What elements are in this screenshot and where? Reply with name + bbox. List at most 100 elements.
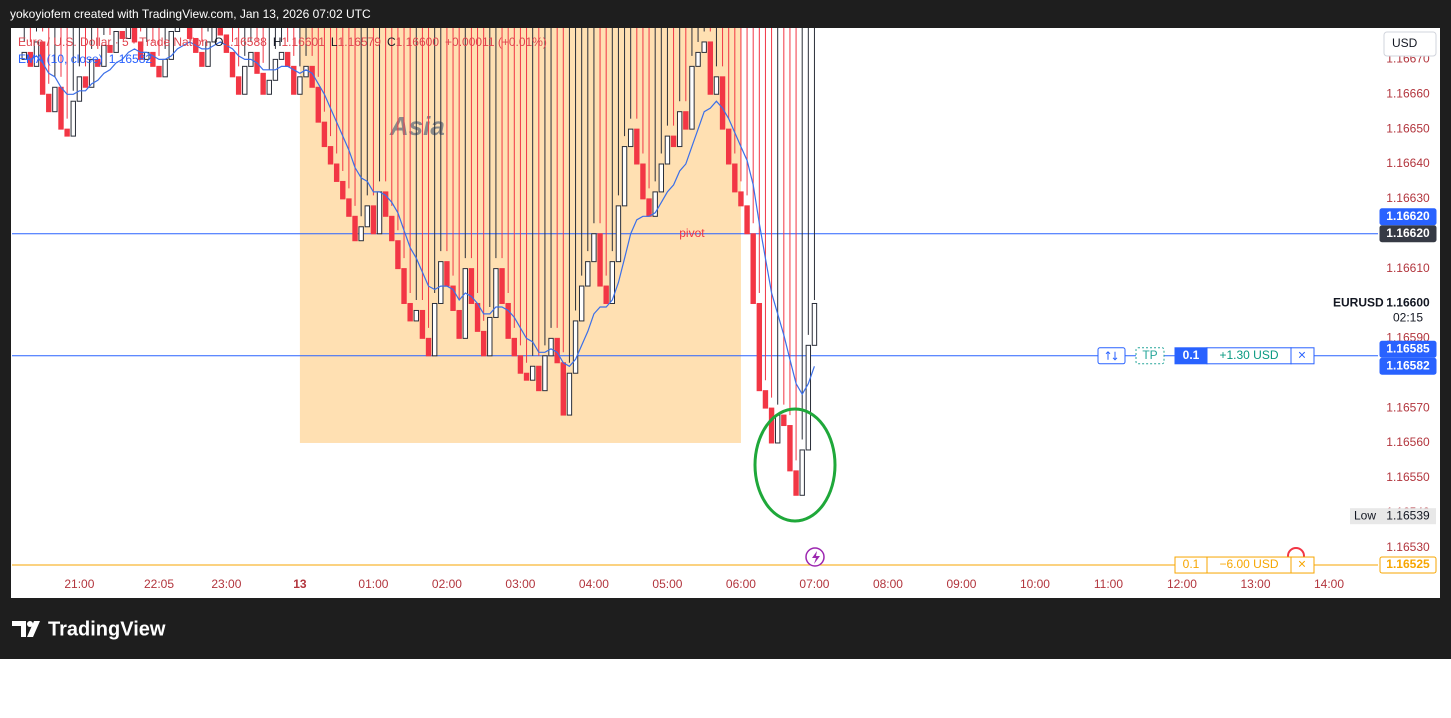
candle-body-down [401, 268, 407, 304]
annotation: pivot [679, 226, 705, 240]
candle-body-down [499, 268, 505, 304]
price-label: 1.16582 [1386, 358, 1430, 372]
candle-body-down [670, 135, 677, 148]
y-tick-label: 1.16660 [1386, 86, 1430, 100]
x-tick-label: 03:00 [505, 577, 535, 591]
close-text[interactable]: × [1298, 556, 1306, 572]
candle-body-up [695, 51, 701, 67]
currency-button[interactable] [1383, 31, 1437, 57]
candle-body-down [199, 51, 205, 67]
legend-c: C [387, 35, 396, 49]
candle-body-down [640, 163, 646, 200]
candle-body-up [689, 65, 695, 130]
price-label: 1.16525 [1386, 557, 1430, 571]
legend-o-value: 1.16588 [223, 35, 267, 49]
candle-body-down [444, 261, 450, 287]
current-symbol: EURUSD [1333, 296, 1384, 310]
close-text[interactable]: × [1298, 346, 1306, 362]
x-tick-label: 13 [293, 577, 307, 591]
legend-l-value: 1.16579 [338, 35, 382, 49]
candle-body-down [235, 76, 242, 95]
legend: Euro / U.S. Dollar · 5 · Trade Nation O1.… [18, 35, 547, 49]
candle-body-down [683, 111, 689, 130]
candle-body-down [291, 65, 297, 95]
candle-body-down [407, 302, 413, 322]
candle-body-down [229, 51, 236, 78]
candle-body-down [370, 205, 377, 235]
candle-body-down [131, 28, 138, 43]
x-tick-label: 02:00 [432, 577, 462, 591]
candle-body-up [799, 449, 805, 496]
price-label-box [1379, 208, 1437, 226]
candle-body-up [88, 58, 95, 88]
plot: Asia pivot [12, 28, 1378, 566]
ema-line [24, 41, 815, 396]
session-label: Asia [389, 111, 445, 141]
candle-body-down [389, 215, 395, 242]
x-tick-label: 14:00 [1314, 577, 1344, 591]
x-tick-label: 21:00 [64, 577, 94, 591]
tp-button[interactable] [1135, 347, 1165, 365]
candle-body-up [205, 41, 211, 67]
candle-body-down [768, 407, 775, 444]
candle-body-up [211, 28, 217, 43]
x-tick-label: 06:00 [726, 577, 756, 591]
ema-value: 1.16582 [109, 52, 153, 66]
candle-body-up [585, 261, 591, 287]
candle-body-down [725, 128, 732, 165]
candle-body-down [781, 414, 787, 427]
candle-body-up [578, 285, 585, 322]
candle-body-up [658, 163, 665, 193]
candle-body-down [536, 365, 542, 392]
candle-body-down [480, 330, 487, 357]
candle-body-up [174, 28, 181, 32]
legend-c-value: 1.16600 [396, 35, 440, 49]
x-tick-label: 04:00 [579, 577, 609, 591]
low-text: Low [1354, 508, 1376, 522]
candle-body-up [125, 28, 132, 39]
currency-text[interactable]: USD [1392, 36, 1418, 50]
candle-body-down [46, 93, 52, 113]
overlay: 1.165301.165401.165501.165601.165701.165… [18, 31, 1437, 591]
candle-body-down [186, 28, 193, 39]
candle-body-down [95, 58, 101, 67]
event-bolt [812, 551, 820, 564]
candle-body-up [242, 65, 248, 95]
candle-body-down [39, 41, 46, 95]
candle-body-down [260, 72, 266, 95]
candle-body-down [474, 302, 481, 332]
candle-body-up [358, 226, 364, 242]
price-label-box [1379, 225, 1437, 243]
reverse-button[interactable] [1097, 347, 1126, 365]
close-button[interactable] [1290, 347, 1315, 365]
candle-body-down [744, 205, 750, 235]
qty-text: 0.1 [1183, 348, 1200, 362]
candle-body-down [634, 128, 640, 165]
x-tick-label: 10:00 [1020, 577, 1050, 591]
candle-body-up [811, 302, 818, 346]
candle-body-up [113, 30, 119, 53]
candle-body-down [82, 76, 89, 88]
candle-body-down [517, 355, 524, 374]
candle-body-down [150, 51, 156, 67]
candle-body-down [523, 372, 530, 381]
candle-body-up [805, 344, 812, 451]
candle-body-up [542, 355, 548, 392]
candle-body-up [566, 372, 573, 416]
y-tick-label: 1.16640 [1386, 156, 1430, 170]
candle-body-down [382, 191, 389, 217]
candle-body-up [572, 320, 579, 374]
candle-body-up [438, 261, 444, 304]
candle-body-up [652, 191, 658, 217]
candle-body-up [168, 30, 174, 60]
legend-l: L [331, 35, 338, 49]
candle-body-up [101, 44, 107, 67]
candle-body-down [284, 51, 291, 67]
x-tick-label: 08:00 [873, 577, 903, 591]
candle-body-up [33, 41, 40, 67]
candle-body-down [119, 30, 125, 39]
close-button[interactable] [1290, 556, 1315, 574]
candle-body-up [364, 205, 370, 228]
